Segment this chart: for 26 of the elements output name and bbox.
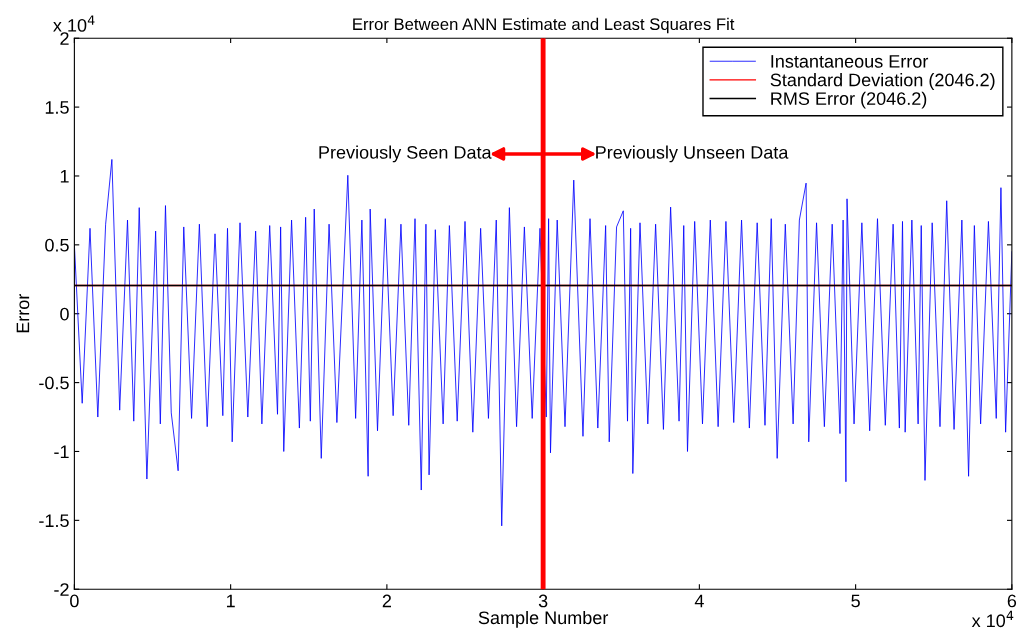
y-tick-label: -0.5 [39,376,69,390]
text: x 10$^{4}$ [53,15,95,32]
y-tick-label: -2 [54,583,69,596]
y-tick-label: 2 [60,32,69,45]
legend-label: Instantaneous Error [771,55,929,68]
y-tick-label: 0 [60,307,69,321]
y-tick-label: 1.5 [45,101,69,114]
x-tick-label: 5 [851,594,860,608]
text: x 10$^{4}$ [971,610,1014,628]
legend-label: Standard Deviation (2046.2) [770,73,995,90]
legend-label: RMS Error (2046.2) [771,91,927,109]
x-tick-label: 2 [382,594,391,608]
x-axis-title: Sample Number [478,610,609,628]
annotation: Previously Unseen Data [596,145,789,163]
chart-title: Error Between ANN Estimate and Least Squares Fit [353,17,735,34]
x-tick-label: 3 [538,594,548,608]
annotation: Previously Seen Data [319,145,492,163]
x-tick-label: 6 [1007,594,1017,608]
y-axis-title: Error [16,293,30,333]
x-tick-label: 1 [226,594,235,608]
x-tick-label: 0 [70,594,79,608]
x-tick-label: 4 [694,594,704,608]
y-tick-label: -1.5 [39,514,69,528]
y-tick-label: -1 [54,445,69,459]
y-tick-label: 1 [60,170,69,183]
y-tick-label: 0.5 [45,238,69,252]
